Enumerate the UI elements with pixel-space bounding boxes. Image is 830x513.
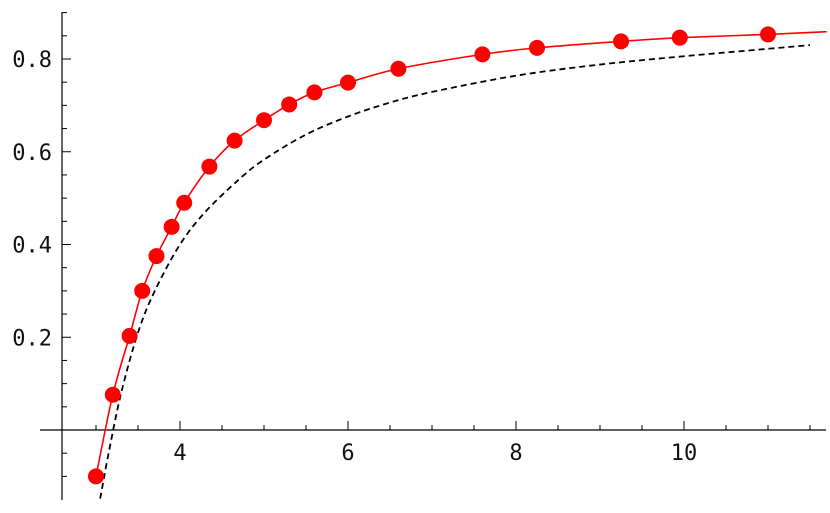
x-tick-label: 8	[509, 441, 522, 466]
y-tick-label: 0.6	[12, 141, 52, 166]
data-point	[256, 112, 272, 129]
data-point	[88, 468, 104, 485]
series-lines	[95, 30, 827, 499]
data-point	[529, 39, 545, 56]
data-point	[760, 26, 776, 43]
data-point	[340, 74, 356, 91]
data-point	[390, 60, 407, 77]
y-tick-label: 0.8	[12, 48, 52, 73]
y-tick-label: 0.4	[12, 234, 52, 259]
data-point	[148, 248, 165, 265]
data-point	[613, 33, 629, 50]
axes	[40, 12, 826, 500]
data-point	[306, 84, 323, 101]
data-point	[201, 158, 218, 175]
data-points	[88, 26, 776, 485]
x-tick-label: 6	[341, 441, 354, 466]
data-point	[134, 282, 151, 299]
data-point	[671, 29, 688, 46]
data-point	[121, 327, 138, 344]
data-point	[281, 96, 298, 113]
data-point	[104, 386, 121, 403]
x-tick-label: 10	[671, 441, 698, 466]
data-point	[226, 132, 243, 149]
data-point	[474, 46, 491, 63]
data-point	[163, 218, 180, 235]
y-tick-label: 0.2	[12, 326, 52, 351]
data-point	[176, 194, 193, 211]
ticks: 4 6 8 10 0.2 0.4 0.6 0.8	[12, 12, 811, 477]
x-tick-label: 4	[173, 441, 186, 466]
fit-curve	[95, 30, 827, 477]
dashed-curve	[99, 44, 811, 499]
